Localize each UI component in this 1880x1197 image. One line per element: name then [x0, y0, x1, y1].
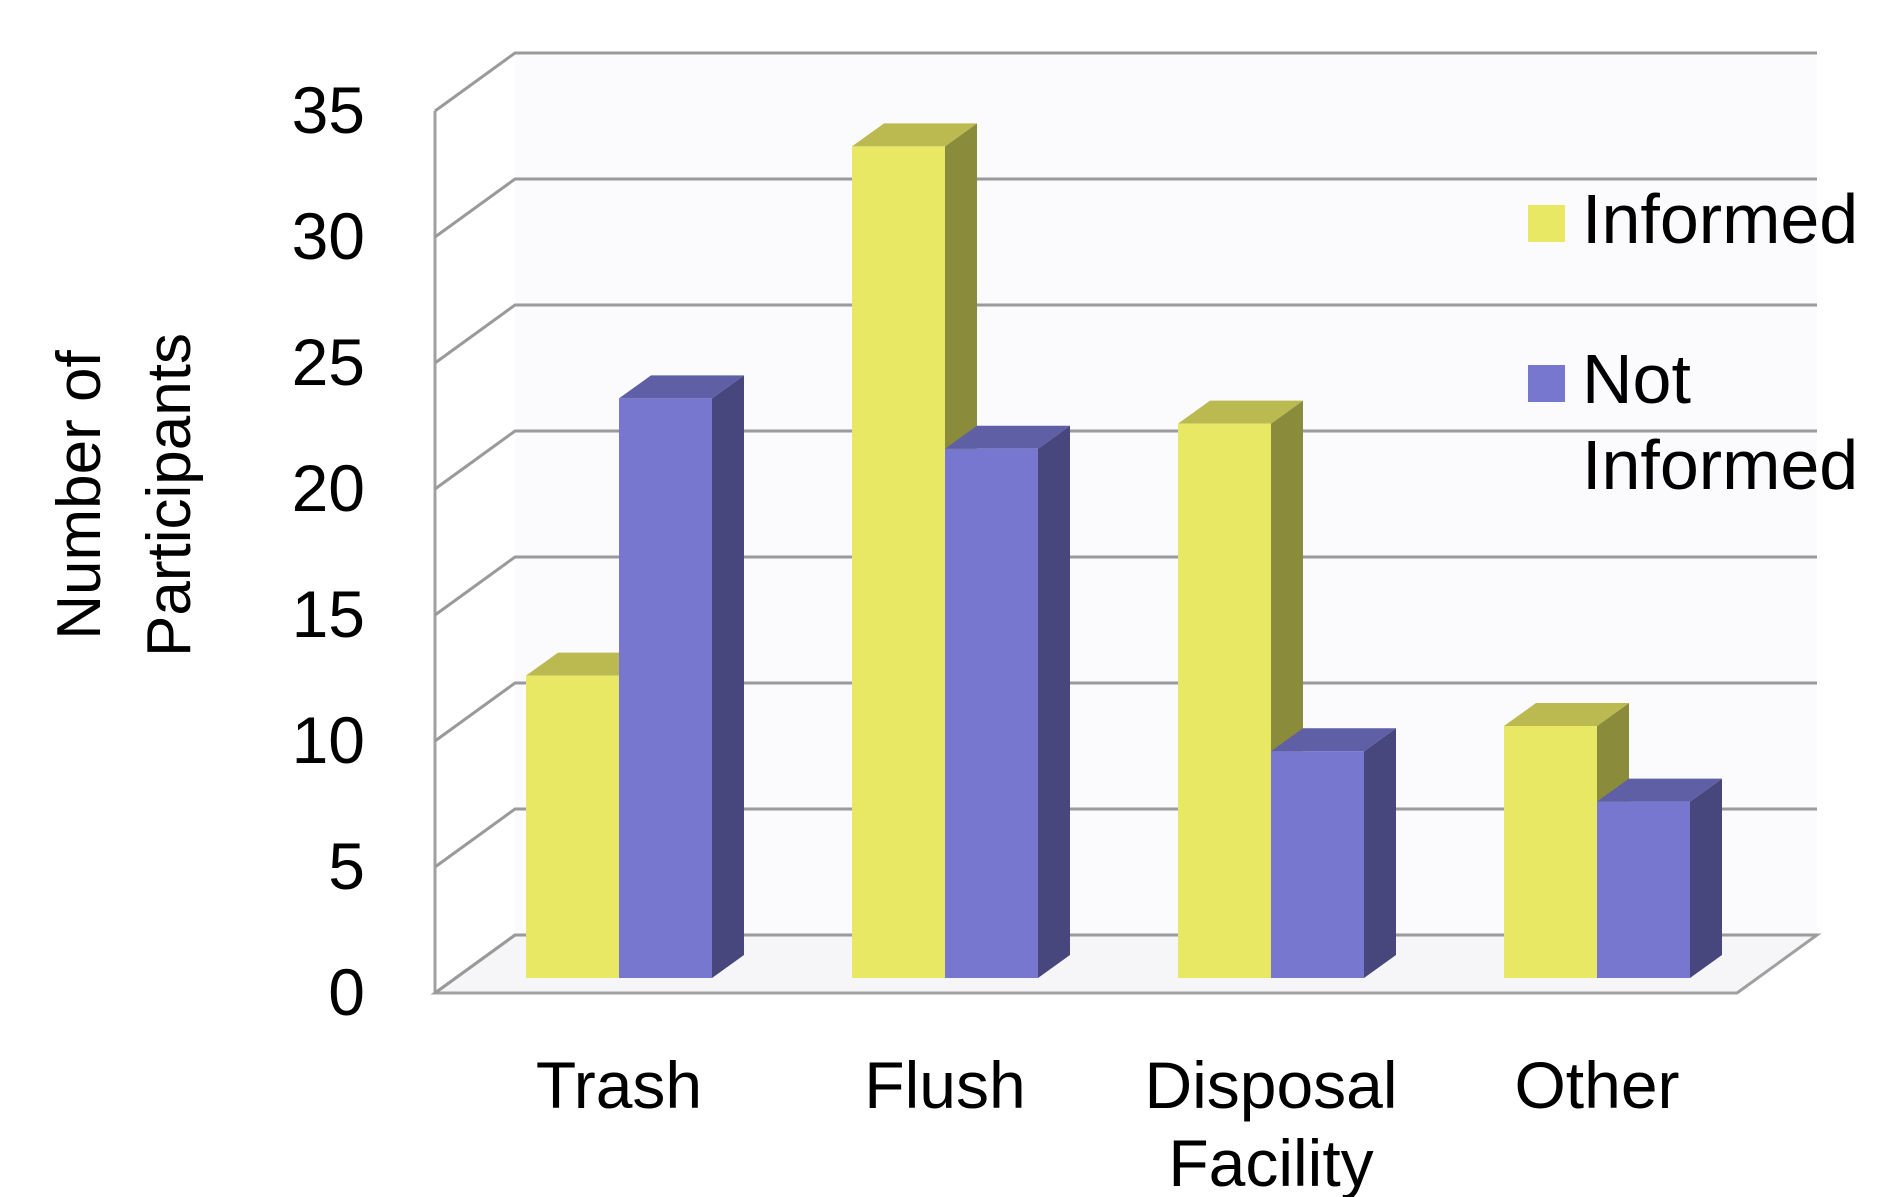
bar-top [1597, 778, 1722, 802]
bar-front [1271, 751, 1364, 978]
legend-swatch [1528, 365, 1565, 402]
bar-not-informed [1271, 728, 1396, 978]
x-tick-label: Disposal Facility [1144, 1048, 1397, 1197]
bar-not-informed [945, 425, 1070, 978]
bar-top [945, 425, 1070, 449]
gridline [434, 303, 1817, 365]
bar-front [852, 146, 945, 978]
bar-front [1597, 801, 1690, 978]
x-tick-label: Flush [864, 1048, 1025, 1122]
gridline [434, 555, 1817, 617]
y-tick-label: 30 [292, 199, 365, 273]
y-tick-label: 20 [292, 451, 365, 525]
bar-not-informed [619, 375, 744, 978]
bar-top [1178, 400, 1303, 424]
y-axis-ticks: 0 5 10 15 20 25 30 35 [292, 73, 365, 1029]
bar-front [526, 675, 619, 978]
bar-side [1038, 425, 1070, 978]
y-tick-label: 0 [328, 955, 365, 1029]
gridline [434, 429, 1817, 491]
x-axis-labels: Trash Flush Disposal Facility Other [536, 1048, 1680, 1197]
legend-label: Not Informed [1582, 340, 1858, 504]
bar-front [1504, 726, 1597, 978]
bar-front [1178, 423, 1271, 979]
bar-top [852, 123, 977, 147]
bar-side [1364, 728, 1396, 978]
bar-top [1271, 728, 1396, 752]
bars [526, 123, 1722, 979]
bar-informed [1504, 703, 1629, 978]
bar-top [1504, 703, 1629, 726]
legend-label: Informed [1582, 180, 1858, 258]
gridline [434, 177, 1817, 239]
bar-informed [1178, 400, 1303, 979]
x-tick-label: Trash [536, 1048, 702, 1122]
bar-not-informed [1597, 778, 1722, 978]
gridline [434, 51, 1817, 113]
y-tick-label: 25 [292, 325, 365, 399]
bar-front [945, 448, 1038, 978]
y-tick-label: 35 [292, 73, 365, 147]
y-axis-label: Number of Participants [44, 333, 204, 657]
y-tick-label: 15 [292, 577, 365, 651]
x-tick-label: Other [1514, 1048, 1679, 1122]
back-wall [515, 53, 1817, 935]
legend-swatch [1528, 205, 1565, 242]
chart-walls [430, 53, 1822, 995]
legend: Informed Not Informed [1528, 180, 1858, 504]
gridline [434, 681, 1817, 743]
bar-front [619, 398, 712, 978]
bar-top [619, 375, 744, 399]
bar-side [1690, 778, 1722, 978]
y-tick-label: 10 [292, 703, 365, 777]
bar-side [712, 375, 744, 978]
y-tick-label: 5 [328, 829, 365, 903]
